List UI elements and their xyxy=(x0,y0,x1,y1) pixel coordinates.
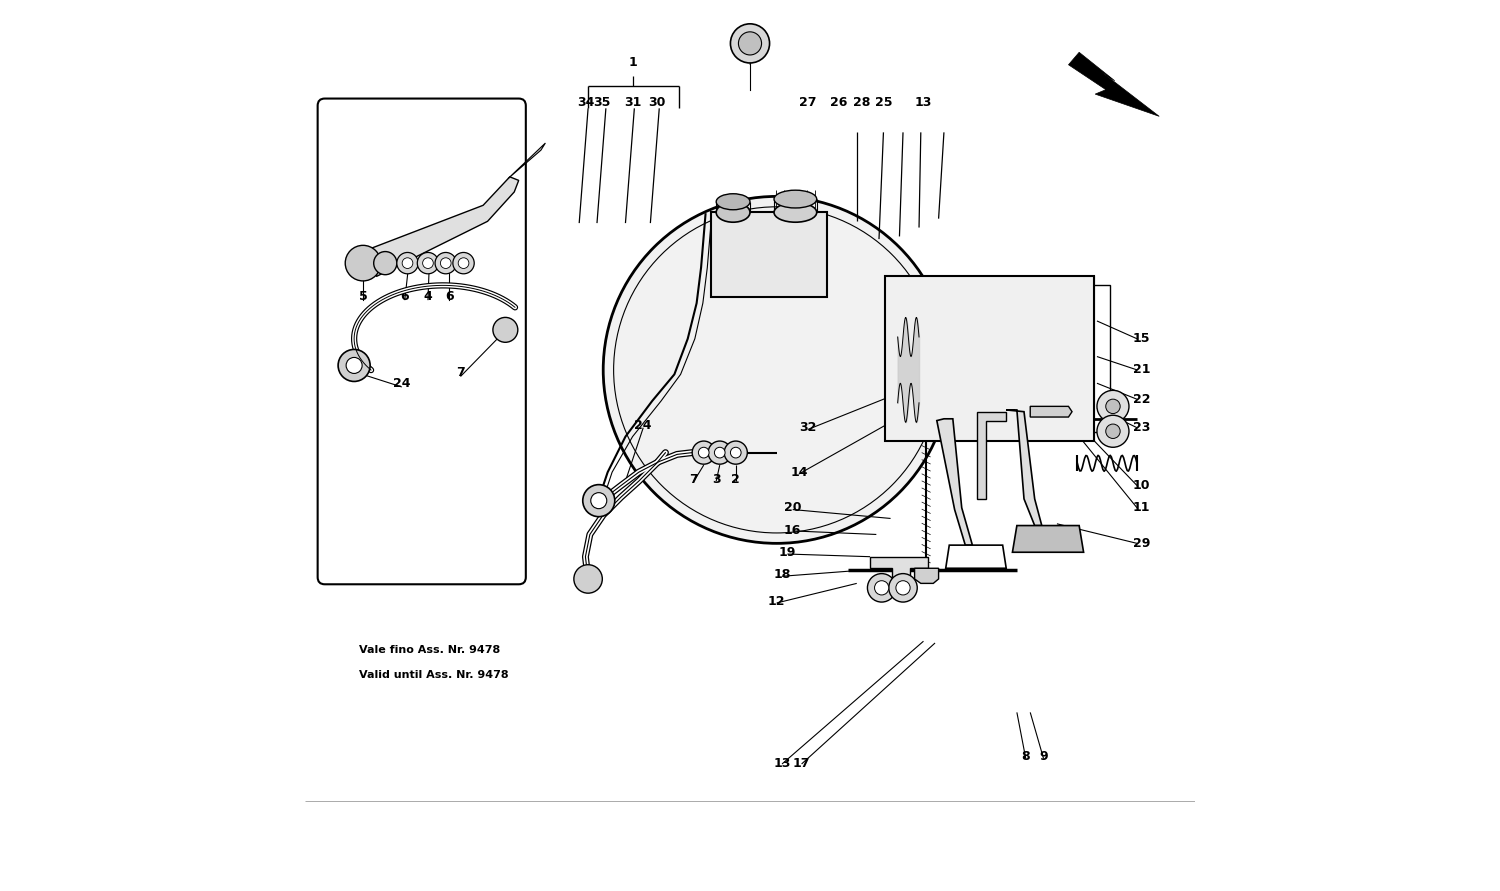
Text: 32: 32 xyxy=(800,421,816,434)
Circle shape xyxy=(1096,415,1130,447)
Text: Vale fino Ass. Nr. 9478: Vale fino Ass. Nr. 9478 xyxy=(358,645,500,655)
Polygon shape xyxy=(945,545,1006,568)
Text: 22: 22 xyxy=(1132,393,1150,405)
Circle shape xyxy=(730,447,741,458)
Circle shape xyxy=(453,252,474,274)
Text: 7: 7 xyxy=(690,473,699,486)
Circle shape xyxy=(338,349,370,381)
Circle shape xyxy=(874,581,890,595)
Circle shape xyxy=(574,565,603,593)
Text: 9: 9 xyxy=(1040,750,1048,764)
Text: 13: 13 xyxy=(774,757,790,771)
Circle shape xyxy=(441,257,452,268)
Text: 35: 35 xyxy=(592,96,610,110)
Text: 8: 8 xyxy=(1022,750,1031,764)
Circle shape xyxy=(346,357,362,373)
Text: 5: 5 xyxy=(358,290,368,303)
Circle shape xyxy=(591,493,608,509)
Circle shape xyxy=(738,32,762,55)
Text: 30: 30 xyxy=(648,96,666,110)
Text: 31: 31 xyxy=(624,96,642,110)
Text: 14: 14 xyxy=(790,466,807,478)
Text: 26: 26 xyxy=(831,96,848,110)
Text: 6: 6 xyxy=(446,290,453,303)
Text: 25: 25 xyxy=(874,96,892,110)
Circle shape xyxy=(708,441,732,464)
Text: 15: 15 xyxy=(1132,332,1150,345)
Circle shape xyxy=(584,485,615,517)
Circle shape xyxy=(423,257,433,268)
Polygon shape xyxy=(976,412,1006,499)
Circle shape xyxy=(417,252,438,274)
Circle shape xyxy=(374,251,398,274)
Polygon shape xyxy=(1007,410,1042,526)
Ellipse shape xyxy=(774,190,816,208)
Text: 17: 17 xyxy=(794,757,810,771)
Bar xyxy=(885,276,1095,441)
Circle shape xyxy=(714,447,724,458)
Polygon shape xyxy=(1013,526,1083,552)
Text: 24: 24 xyxy=(393,377,410,389)
Circle shape xyxy=(699,447,709,458)
Text: 34: 34 xyxy=(576,96,594,110)
Text: 24: 24 xyxy=(634,420,652,432)
Circle shape xyxy=(1106,399,1120,413)
Circle shape xyxy=(398,252,418,274)
Text: 20: 20 xyxy=(784,502,801,514)
Text: 2: 2 xyxy=(732,473,740,486)
Circle shape xyxy=(730,24,770,63)
Bar xyxy=(711,212,827,297)
Circle shape xyxy=(1096,390,1130,422)
Circle shape xyxy=(692,441,715,464)
Text: 16: 16 xyxy=(784,524,801,536)
Text: 1: 1 xyxy=(628,56,638,69)
Circle shape xyxy=(435,252,456,274)
Text: 29: 29 xyxy=(1132,537,1150,550)
Circle shape xyxy=(896,581,910,595)
Text: 3: 3 xyxy=(712,473,720,486)
FancyBboxPatch shape xyxy=(318,99,526,584)
Text: 18: 18 xyxy=(774,568,790,581)
Text: 33: 33 xyxy=(748,28,765,41)
Text: 27: 27 xyxy=(800,96,816,110)
Text: 12: 12 xyxy=(768,594,786,608)
Text: 10: 10 xyxy=(1132,479,1150,492)
Circle shape xyxy=(345,245,381,281)
Text: 21: 21 xyxy=(1132,364,1150,376)
Ellipse shape xyxy=(774,202,816,222)
Polygon shape xyxy=(915,568,939,584)
Text: 7: 7 xyxy=(456,366,465,379)
Polygon shape xyxy=(372,176,519,276)
Circle shape xyxy=(724,441,747,464)
Text: 19: 19 xyxy=(778,546,796,559)
Polygon shape xyxy=(938,419,972,545)
Polygon shape xyxy=(870,557,928,581)
Circle shape xyxy=(867,574,895,602)
Text: 6: 6 xyxy=(400,290,410,303)
Text: 4: 4 xyxy=(423,290,432,303)
Circle shape xyxy=(458,257,470,268)
Circle shape xyxy=(1106,424,1120,438)
Polygon shape xyxy=(509,143,546,178)
Polygon shape xyxy=(1068,53,1160,117)
Circle shape xyxy=(402,257,412,268)
Circle shape xyxy=(890,574,916,602)
Circle shape xyxy=(603,196,950,544)
Ellipse shape xyxy=(716,193,750,209)
Circle shape xyxy=(494,317,517,342)
Text: 13: 13 xyxy=(915,96,932,110)
Ellipse shape xyxy=(716,202,750,222)
Polygon shape xyxy=(1030,406,1072,417)
Text: 11: 11 xyxy=(1132,502,1150,514)
Text: Valid until Ass. Nr. 9478: Valid until Ass. Nr. 9478 xyxy=(358,670,509,680)
Text: 23: 23 xyxy=(1132,421,1150,434)
Text: 28: 28 xyxy=(852,96,870,110)
